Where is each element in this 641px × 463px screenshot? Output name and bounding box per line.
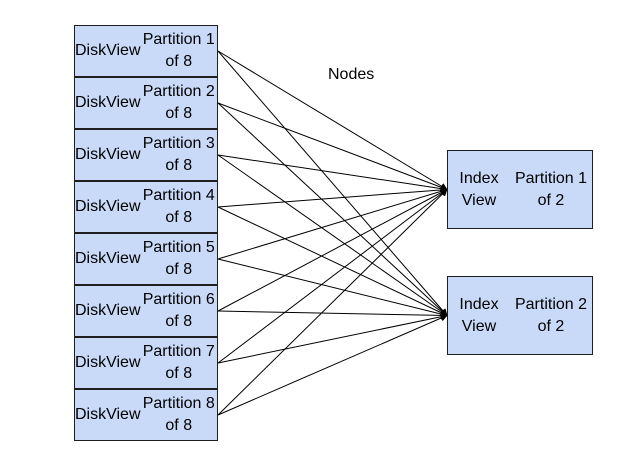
diskview-partition-7-title: DiskView (75, 354, 141, 371)
diskview-partition-8-subtitle: Partition 8 of 8 (142, 395, 215, 434)
diskview-partition-1-subtitle: Partition 1 of 8 (142, 31, 215, 70)
edge-disk-7-to-index-1 (217, 189, 448, 364)
edge-disk-7-to-index-2 (217, 313, 448, 364)
diskview-partition-5: DiskView Partition 5 of 8 (74, 233, 218, 285)
diskview-partition-6-title: DiskView (75, 302, 141, 319)
edge-disk-1-to-index-2 (217, 50, 448, 317)
diskview-partition-7-subtitle: Partition 7 of 8 (142, 343, 215, 382)
diskview-partition-3-title: DiskView (75, 146, 141, 163)
edge-disk-4-to-index-2 (217, 206, 448, 316)
index-view-partition-2-title: Index View (459, 295, 499, 335)
edge-disk-2-to-index-2 (217, 102, 448, 316)
diskview-partition-3-subtitle: Partition 3 of 8 (142, 135, 215, 174)
edge-disk-3-to-index-1 (217, 154, 448, 193)
diskview-partition-1-title: DiskView (75, 42, 141, 59)
edge-disk-6-to-index-1 (217, 189, 448, 312)
edge-disk-3-to-index-2 (217, 154, 448, 316)
diskview-partition-5-subtitle: Partition 5 of 8 (142, 239, 215, 278)
diskview-partition-6: DiskView Partition 6 of 8 (74, 285, 218, 337)
diskview-partition-5-title: DiskView (75, 250, 141, 267)
edge-disk-1-to-index-1 (217, 50, 448, 190)
edge-disk-2-to-index-1 (217, 102, 448, 191)
diskview-partition-6-subtitle: Partition 6 of 8 (142, 291, 215, 330)
index-view-partition-2: Index View Partition 2 of 2 (447, 276, 593, 355)
index-view-partition-2-subtitle: Partition 2 of 2 (514, 295, 588, 335)
diskview-partition-2-title: DiskView (75, 94, 141, 111)
diskview-partition-8: DiskView Partition 8 of 8 (74, 389, 218, 441)
diskview-partition-2-subtitle: Partition 2 of 8 (142, 83, 215, 122)
edge-disk-8-to-index-1 (217, 189, 448, 416)
diskview-partition-1: DiskView Partition 1 of 8 (74, 25, 218, 77)
diskview-partition-4: DiskView Partition 4 of 8 (74, 181, 218, 233)
nodes-label: Nodes (328, 66, 375, 83)
edge-disk-4-to-index-1 (217, 186, 448, 208)
index-view-partition-1-subtitle: Partition 1 of 2 (514, 169, 588, 209)
index-view-partition-1: Index View Partition 1 of 2 (447, 150, 593, 229)
diskview-partition-8-title: DiskView (75, 406, 141, 423)
edge-disk-5-to-index-1 (217, 187, 448, 260)
edge-disk-6-to-index-2 (217, 310, 448, 319)
edge-disk-5-to-index-2 (217, 258, 448, 318)
diskview-partition-4-title: DiskView (75, 198, 141, 215)
diskview-partition-4-subtitle: Partition 4 of 8 (142, 187, 215, 226)
index-view-partition-1-title: Index View (459, 169, 499, 209)
edge-disk-8-to-index-2 (217, 314, 448, 416)
diskview-partition-3: DiskView Partition 3 of 8 (74, 129, 218, 181)
diskview-partition-2: DiskView Partition 2 of 8 (74, 77, 218, 129)
diskview-partition-7: DiskView Partition 7 of 8 (74, 337, 218, 389)
